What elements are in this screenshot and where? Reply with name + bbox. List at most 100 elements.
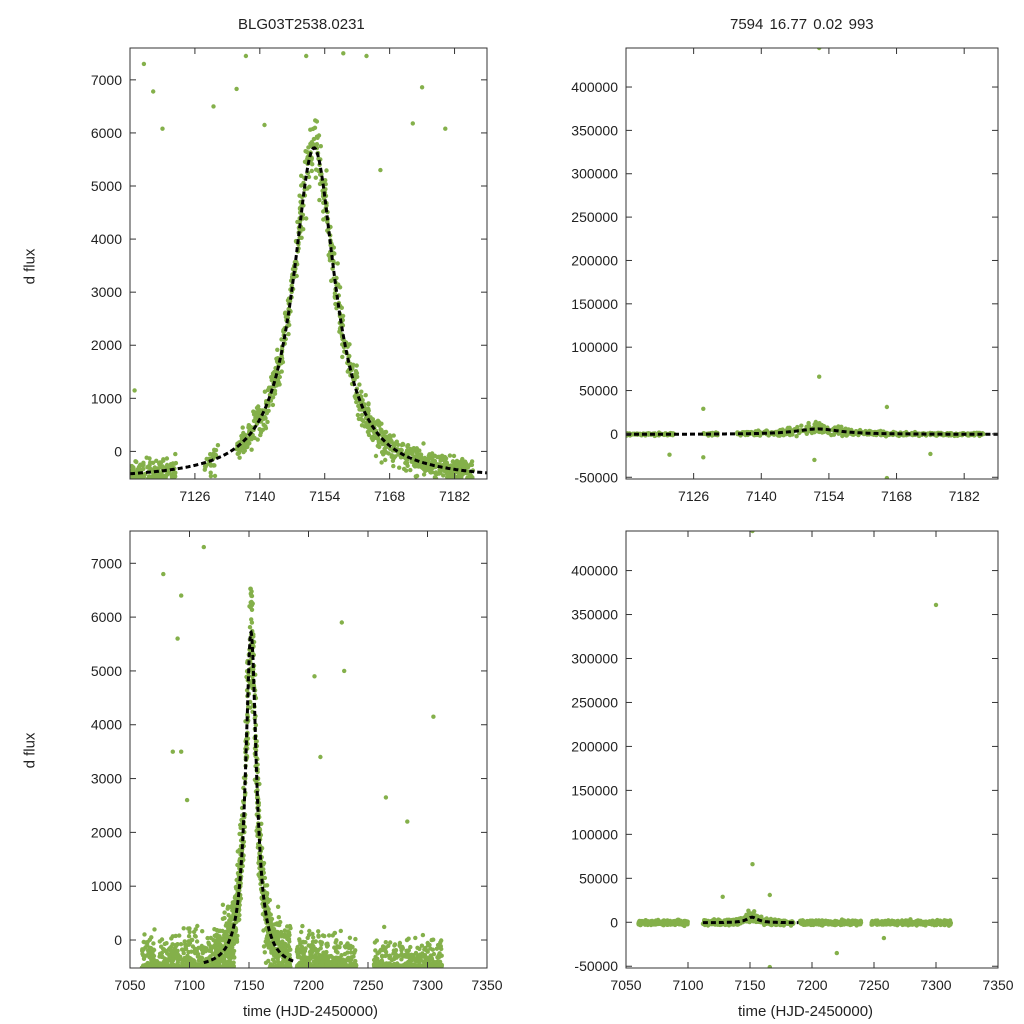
- data-point: [178, 942, 184, 947]
- data-point: [235, 849, 240, 854]
- data-point: [234, 447, 239, 452]
- data-point: [306, 174, 312, 180]
- data-point: [366, 401, 371, 406]
- data-point: [212, 463, 217, 468]
- data-point: [267, 941, 272, 946]
- data-point: [417, 946, 422, 952]
- data-point: [454, 458, 460, 464]
- x-tick-label: 7126: [179, 488, 210, 504]
- data-point: [297, 960, 303, 965]
- data-point: [148, 476, 153, 479]
- data-point: [262, 950, 267, 955]
- data-point: [339, 305, 344, 310]
- data-point: [314, 119, 320, 124]
- data-point: [231, 899, 237, 905]
- data-point: [844, 433, 849, 438]
- data-point: [310, 939, 316, 944]
- data-point: [310, 162, 315, 167]
- data-point: [157, 462, 162, 467]
- data-point: [205, 935, 210, 941]
- data-point: [298, 941, 303, 947]
- data-point: [286, 306, 291, 312]
- data-point: [375, 951, 380, 956]
- data-point: [325, 219, 330, 225]
- data-point: [340, 957, 346, 962]
- data-point: [208, 452, 213, 457]
- data-point: [253, 722, 259, 728]
- data-point: [324, 168, 329, 173]
- data-point: [437, 951, 442, 956]
- data-point: [447, 453, 453, 458]
- data-point: [224, 950, 229, 955]
- data-point: [231, 955, 237, 960]
- data-point: [318, 946, 323, 951]
- data-point: [318, 144, 323, 149]
- data-point: [333, 940, 338, 945]
- y-tick-label: 400000: [571, 79, 618, 95]
- data-point: [343, 945, 348, 950]
- data-point: [409, 954, 414, 959]
- data-point: [320, 965, 325, 968]
- data-point: [306, 955, 311, 960]
- data-point: [220, 902, 226, 907]
- data-points: [636, 531, 953, 968]
- data-point: [309, 140, 314, 145]
- data-point: [395, 442, 401, 447]
- data-point: [190, 944, 196, 949]
- data-point: [148, 466, 153, 472]
- data-point: [321, 217, 326, 222]
- data-point: [306, 932, 312, 938]
- data-point: [817, 374, 822, 379]
- data-point: [351, 954, 356, 959]
- data-point: [670, 433, 675, 438]
- data-point: [311, 959, 316, 964]
- data-point: [342, 951, 348, 957]
- data-point: [393, 454, 398, 459]
- data-point: [276, 959, 281, 965]
- data-point: [418, 964, 424, 968]
- data-point: [174, 943, 179, 949]
- data-point: [363, 393, 368, 398]
- data-point: [208, 947, 214, 952]
- data-point: [339, 620, 344, 625]
- data-point: [332, 930, 338, 936]
- data-point: [242, 448, 247, 453]
- y-tick-label: 2000: [91, 337, 122, 353]
- data-point: [312, 674, 317, 679]
- data-point: [309, 964, 315, 968]
- data-point: [282, 928, 287, 933]
- data-point: [429, 937, 434, 943]
- data-point: [224, 942, 229, 947]
- data-point: [355, 412, 361, 418]
- data-point: [379, 959, 384, 964]
- y-tick-label: 1000: [91, 390, 122, 406]
- data-point: [162, 941, 167, 947]
- data-point: [220, 944, 225, 949]
- data-point: [370, 437, 375, 443]
- data-point: [136, 475, 141, 479]
- y-tick-label: 300000: [571, 166, 618, 182]
- data-point: [413, 935, 418, 941]
- data-point: [366, 407, 371, 412]
- data-point: [378, 167, 383, 173]
- x-tick-label: 7182: [439, 488, 470, 504]
- data-point: [287, 965, 293, 968]
- data-point: [345, 957, 350, 962]
- data-point: [382, 430, 388, 435]
- data-point: [397, 940, 403, 946]
- data-point: [387, 446, 393, 451]
- x-tick-label: 7140: [746, 488, 777, 504]
- data-point: [210, 952, 215, 957]
- data-point: [142, 932, 147, 937]
- data-point: [264, 883, 270, 888]
- data-point: [296, 965, 301, 968]
- x-tick-label: 7350: [471, 977, 502, 993]
- data-point: [339, 964, 344, 968]
- data-point: [279, 337, 284, 342]
- data-point: [130, 468, 133, 473]
- data-point: [392, 943, 397, 948]
- data-point: [285, 951, 290, 957]
- data-point: [218, 956, 223, 962]
- data-point: [419, 463, 425, 468]
- data-point: [206, 940, 211, 945]
